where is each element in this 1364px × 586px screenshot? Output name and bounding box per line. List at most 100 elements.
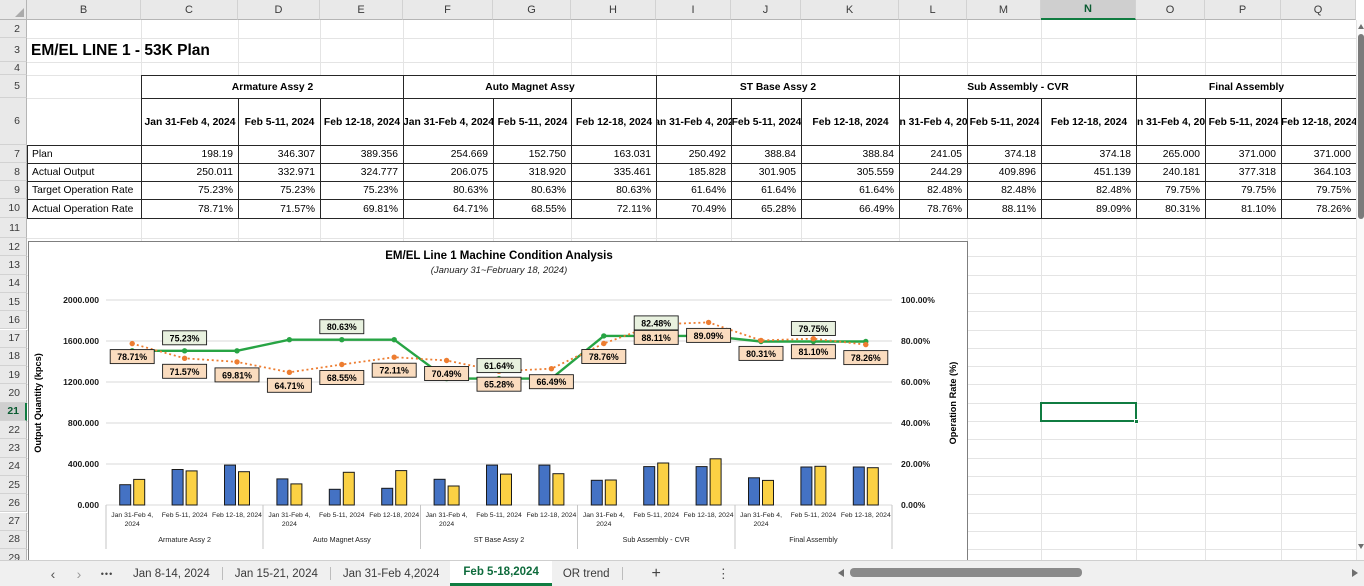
table-cell[interactable]: 80.63%: [571, 181, 657, 200]
table-period-header[interactable]: Jan 31-Feb 4, 2024: [1136, 98, 1206, 146]
table-period-header[interactable]: Feb 5-11, 2024: [967, 98, 1042, 146]
row-header-19[interactable]: 19: [0, 366, 27, 385]
table-cell[interactable]: 65.28%: [731, 199, 802, 219]
table-cell[interactable]: 254.669: [403, 145, 494, 164]
row-header-9[interactable]: 9: [0, 181, 27, 199]
add-sheet-button[interactable]: +: [651, 564, 661, 582]
table-cell[interactable]: 78.26%: [1281, 199, 1356, 219]
row-header-8[interactable]: 8: [0, 163, 27, 181]
table-period-header[interactable]: Feb 5-11, 2024: [238, 98, 321, 146]
column-header-F[interactable]: F: [403, 0, 493, 20]
table-cell[interactable]: 79.75%: [1281, 181, 1356, 200]
table-cell[interactable]: 81.10%: [1205, 199, 1282, 219]
sheet-tab-jan-31-feb-4-2024[interactable]: Jan 31-Feb 4,2024: [342, 567, 440, 580]
row-header-21[interactable]: 21: [0, 402, 27, 421]
table-cell[interactable]: 388.84: [801, 145, 900, 164]
column-header-H[interactable]: H: [571, 0, 656, 20]
horizontal-scroll-thumb[interactable]: [850, 568, 1082, 577]
table-row-label[interactable]: Actual Operation Rate: [27, 199, 142, 219]
table-period-header[interactable]: Feb 5-11, 2024: [493, 98, 572, 146]
table-cell[interactable]: 244.29: [899, 163, 968, 182]
row-header-10[interactable]: 10: [0, 199, 27, 218]
table-cell[interactable]: 80.63%: [493, 181, 572, 200]
table-cell[interactable]: 82.48%: [1041, 181, 1137, 200]
sheet-tab-or-trend[interactable]: OR trend: [562, 567, 610, 580]
column-header-P[interactable]: P: [1205, 0, 1281, 20]
fill-handle[interactable]: [1134, 419, 1139, 424]
table-cell[interactable]: 79.75%: [1136, 181, 1206, 200]
table-cell[interactable]: 78.76%: [899, 199, 968, 219]
table-cell[interactable]: 335.461: [571, 163, 657, 182]
table-cell[interactable]: 185.828: [656, 163, 732, 182]
table-cell[interactable]: 198.19: [141, 145, 239, 164]
table-cell[interactable]: 75.23%: [141, 181, 239, 200]
table-cell[interactable]: 241.05: [899, 145, 968, 164]
column-header-B[interactable]: B: [27, 0, 141, 20]
table-cell[interactable]: 206.075: [403, 163, 494, 182]
sheet-nav-next-icon[interactable]: ›: [76, 565, 82, 582]
table-group-header[interactable]: Final Assembly: [1136, 75, 1356, 99]
row-header-28[interactable]: 28: [0, 530, 27, 550]
table-group-header[interactable]: Sub Assembly - CVR: [899, 75, 1137, 99]
table-cell[interactable]: 374.18: [1041, 145, 1137, 164]
table-cell[interactable]: 64.71%: [403, 199, 494, 219]
table-cell[interactable]: 72.11%: [571, 199, 657, 219]
row-header-14[interactable]: 14: [0, 274, 27, 293]
column-header-E[interactable]: E: [320, 0, 403, 20]
table-cell[interactable]: 324.777: [320, 163, 404, 182]
sheet-tab-feb-5-18-2024[interactable]: Feb 5-18,2024: [450, 561, 552, 586]
vertical-scroll-thumb[interactable]: [1358, 34, 1364, 219]
sheet-tab-jan-8-14-2024[interactable]: Jan 8-14, 2024: [133, 567, 210, 580]
table-row-label[interactable]: Actual Output: [27, 163, 142, 182]
table-cell[interactable]: 163.031: [571, 145, 657, 164]
scroll-up-icon[interactable]: [1358, 24, 1364, 29]
selected-cell-n21[interactable]: [1040, 402, 1139, 424]
scroll-right-icon[interactable]: [1352, 569, 1358, 577]
row-header-26[interactable]: 26: [0, 494, 27, 513]
table-group-header[interactable]: ST Base Assy 2: [656, 75, 900, 99]
row-header-20[interactable]: 20: [0, 384, 27, 403]
table-cell[interactable]: 409.896: [967, 163, 1042, 182]
table-period-header[interactable]: Jan 31-Feb 4, 2024: [656, 98, 732, 146]
row-header-24[interactable]: 24: [0, 457, 27, 476]
row-header-2[interactable]: 2: [0, 20, 27, 38]
row-header-22[interactable]: 22: [0, 421, 27, 440]
row-header-5[interactable]: 5: [0, 75, 27, 98]
row-header-18[interactable]: 18: [0, 347, 27, 367]
table-cell[interactable]: 265.000: [1136, 145, 1206, 164]
table-period-header[interactable]: Feb 12-18, 2024: [320, 98, 404, 146]
table-cell[interactable]: 250.492: [656, 145, 732, 164]
column-header-Q[interactable]: Q: [1281, 0, 1356, 20]
column-header-J[interactable]: J: [731, 0, 801, 20]
sheet-nav-prev-icon[interactable]: ‹: [50, 565, 56, 582]
scroll-down-icon[interactable]: [1358, 544, 1364, 549]
row-header-4[interactable]: 4: [0, 62, 27, 75]
table-cell[interactable]: 389.356: [320, 145, 404, 164]
row-header-7[interactable]: 7: [0, 145, 27, 163]
column-header-O[interactable]: O: [1136, 0, 1205, 20]
table-cell[interactable]: 318.920: [493, 163, 572, 182]
table-cell[interactable]: 301.905: [731, 163, 802, 182]
column-header-K[interactable]: K: [801, 0, 899, 20]
row-header-29[interactable]: 29: [0, 549, 27, 560]
table-cell[interactable]: 70.49%: [656, 199, 732, 219]
table-cell[interactable]: 89.09%: [1041, 199, 1137, 219]
embedded-chart[interactable]: EM/EL Line 1 Machine Condition Analysis (…: [28, 241, 968, 560]
table-cell[interactable]: 152.750: [493, 145, 572, 164]
select-all-corner[interactable]: [0, 0, 27, 20]
table-cell[interactable]: 78.71%: [141, 199, 239, 219]
column-header-L[interactable]: L: [899, 0, 967, 20]
table-cell[interactable]: 68.55%: [493, 199, 572, 219]
table-row-label[interactable]: Target Operation Rate: [27, 181, 142, 200]
table-cell[interactable]: 374.18: [967, 145, 1042, 164]
table-cell[interactable]: 371.000: [1281, 145, 1356, 164]
table-group-header[interactable]: Armature Assy 2: [141, 75, 404, 99]
sheet-nav-ellipsis-icon[interactable]: •••: [100, 568, 114, 579]
table-period-header[interactable]: Feb 12-18, 2024: [1041, 98, 1137, 146]
horizontal-scrollbar[interactable]: [836, 567, 1360, 579]
row-header-15[interactable]: 15: [0, 292, 27, 312]
table-cell[interactable]: 80.63%: [403, 181, 494, 200]
table-cell[interactable]: 71.57%: [238, 199, 321, 219]
table-cell[interactable]: 80.31%: [1136, 199, 1206, 219]
table-cell[interactable]: 75.23%: [238, 181, 321, 200]
